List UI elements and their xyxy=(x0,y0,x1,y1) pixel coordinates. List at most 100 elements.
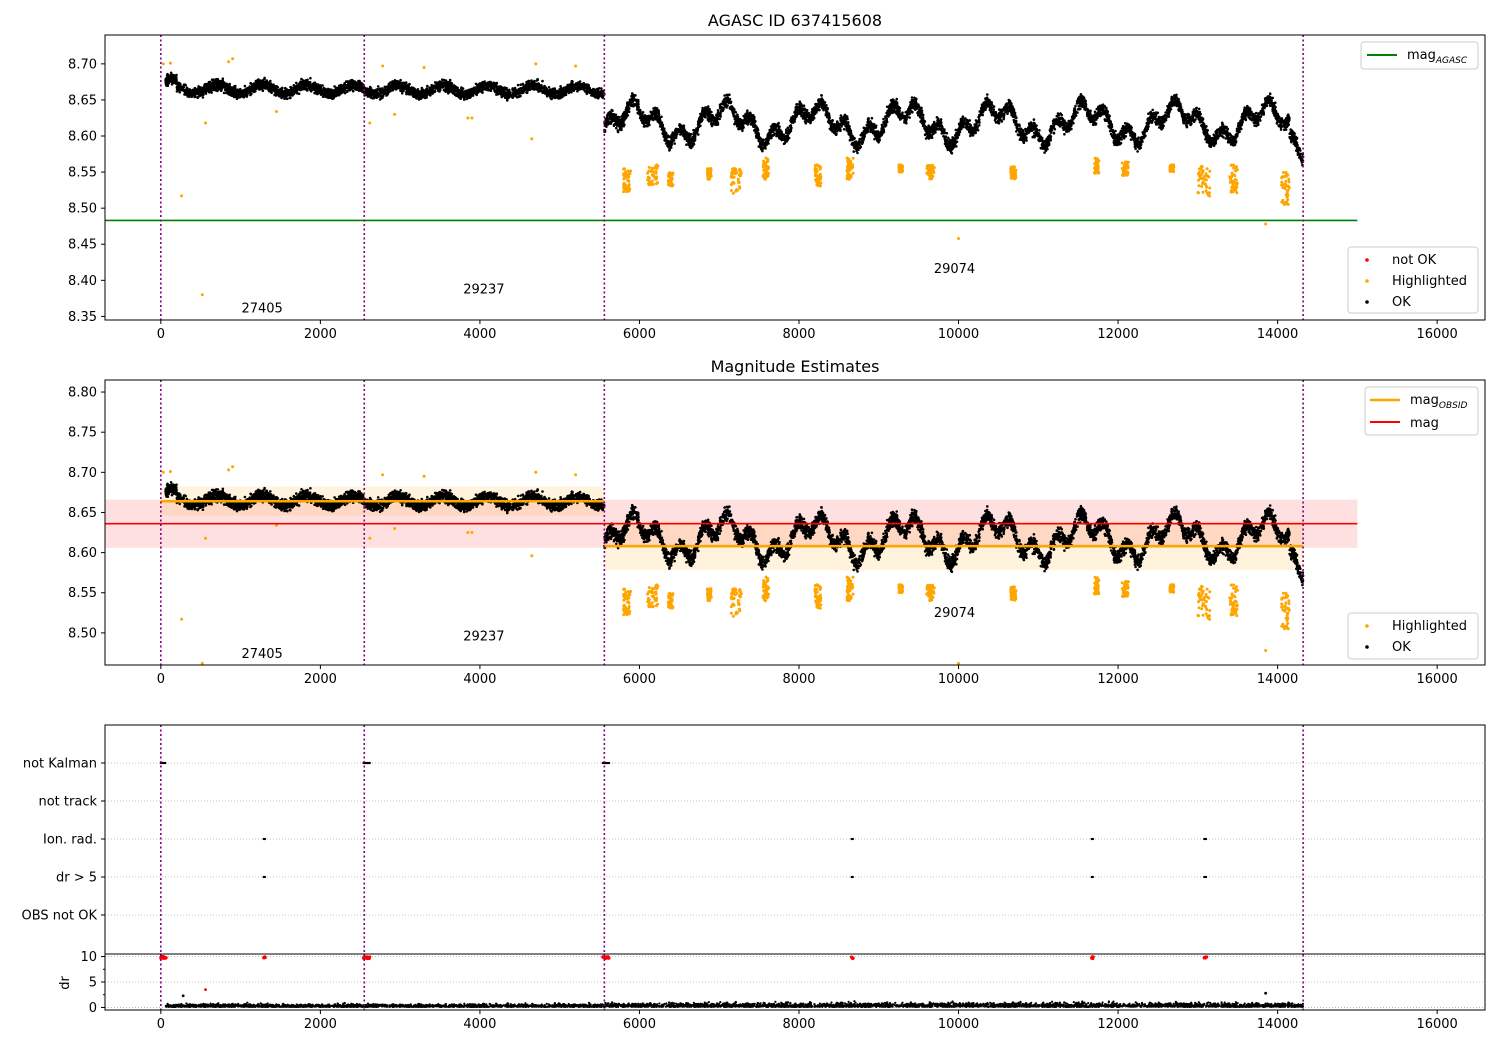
ok-point xyxy=(509,91,512,94)
ok-point xyxy=(295,81,298,85)
ok-point xyxy=(400,89,404,93)
ok-point xyxy=(461,87,465,90)
ok-point xyxy=(296,87,300,91)
ok-point xyxy=(249,93,252,97)
ok-point xyxy=(284,94,288,97)
ok-point xyxy=(235,97,239,100)
ok-point xyxy=(586,86,589,89)
ok-point xyxy=(568,85,572,89)
ok-point xyxy=(395,82,399,86)
ok-point xyxy=(458,95,461,98)
ok-point xyxy=(324,94,328,97)
ok-point xyxy=(578,87,581,90)
ok-point xyxy=(354,82,358,85)
ok-point xyxy=(473,86,476,90)
ok-point xyxy=(444,90,447,93)
ok-point xyxy=(571,86,574,90)
ok-point xyxy=(506,99,509,102)
ok-point xyxy=(439,88,442,92)
ok-point xyxy=(462,98,466,101)
ok-point xyxy=(575,86,578,90)
ok-point xyxy=(289,96,292,100)
ok-point xyxy=(293,85,297,88)
ok-point xyxy=(430,84,434,87)
ok-point xyxy=(187,95,191,98)
ok-point xyxy=(535,79,539,82)
ok-point xyxy=(392,80,396,83)
ok-point xyxy=(511,88,514,92)
ok-point xyxy=(425,91,428,94)
ok-point xyxy=(321,90,325,93)
ok-point xyxy=(249,88,253,91)
ok-point xyxy=(166,72,169,76)
ok-point xyxy=(165,83,169,87)
ok-point xyxy=(259,87,262,90)
ok-point xyxy=(356,88,359,91)
ok-point xyxy=(176,81,179,85)
ok-point xyxy=(464,89,468,93)
ok-point xyxy=(244,91,247,94)
ok-point xyxy=(351,85,355,88)
ok-point xyxy=(273,93,276,97)
ok-point xyxy=(249,81,252,85)
ok-point xyxy=(358,81,362,84)
ok-point xyxy=(297,92,301,96)
ok-point xyxy=(169,76,172,79)
ok-point xyxy=(281,91,284,95)
ok-point xyxy=(494,89,497,93)
ok-point xyxy=(328,88,332,91)
ok-point xyxy=(288,93,292,96)
ok-point xyxy=(383,88,386,92)
ok-point xyxy=(394,88,398,91)
ok-point xyxy=(199,87,202,91)
ok-point xyxy=(194,89,198,92)
ok-point xyxy=(202,90,205,94)
ok-point xyxy=(278,89,282,92)
ok-point xyxy=(209,90,213,93)
ok-point xyxy=(221,77,225,80)
ok-point xyxy=(344,85,348,89)
panel1-title: AGASC ID 637415608 xyxy=(708,11,882,30)
ok-point xyxy=(440,82,444,86)
ok-point xyxy=(525,91,529,95)
ok-point xyxy=(172,78,176,82)
ok-point xyxy=(189,89,192,92)
ok-point xyxy=(600,87,603,90)
ok-point xyxy=(253,84,257,88)
ok-point xyxy=(432,89,435,92)
ok-point xyxy=(582,86,586,89)
ok-point xyxy=(530,80,533,84)
ok-point xyxy=(516,83,520,87)
ok-point xyxy=(547,91,551,95)
ok-point xyxy=(506,89,509,92)
ok-point xyxy=(559,85,562,88)
ok-point xyxy=(558,96,562,99)
ok-point xyxy=(191,91,194,95)
ok-point xyxy=(378,87,381,91)
ok-point xyxy=(380,91,384,94)
ok-point xyxy=(528,88,532,91)
ok-point xyxy=(400,92,404,95)
panel1-points xyxy=(161,57,1305,297)
ok-point xyxy=(530,84,533,87)
ok-point xyxy=(164,79,167,83)
ok-point xyxy=(351,89,355,93)
ok-point xyxy=(537,83,540,86)
ok-point xyxy=(368,85,372,89)
ok-point xyxy=(383,91,387,94)
ok-point xyxy=(221,84,224,88)
ok-point xyxy=(304,83,308,87)
ok-point xyxy=(550,92,553,96)
ok-point xyxy=(307,81,310,84)
ok-point xyxy=(522,85,525,89)
ok-point xyxy=(263,86,267,90)
ok-point xyxy=(415,97,418,100)
ok-point xyxy=(185,93,188,96)
ok-point xyxy=(386,85,390,89)
ok-point xyxy=(517,92,520,95)
ok-point xyxy=(506,94,510,98)
ok-point xyxy=(467,91,471,95)
ok-point xyxy=(343,91,347,95)
ok-point xyxy=(590,93,594,96)
